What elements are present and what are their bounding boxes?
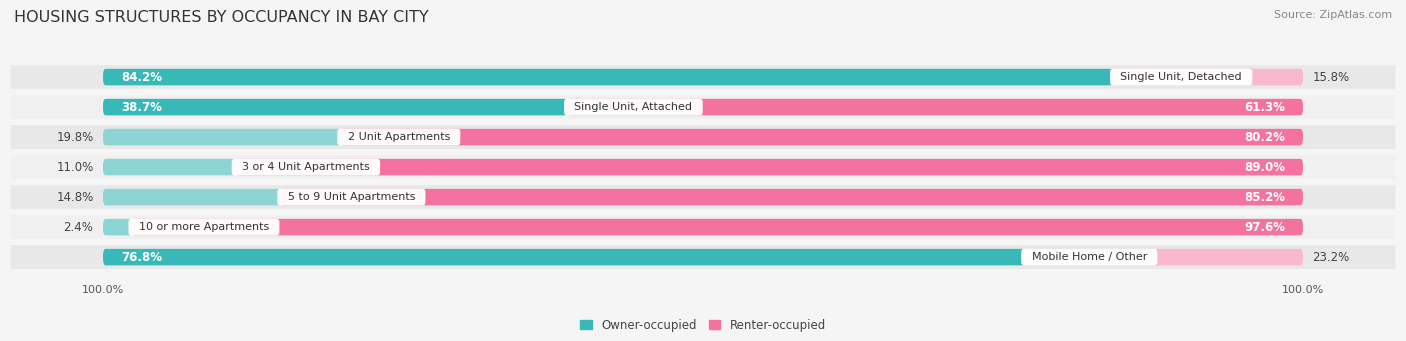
FancyBboxPatch shape	[1025, 249, 1303, 265]
Text: 2 Unit Apartments: 2 Unit Apartments	[340, 132, 457, 142]
Text: 19.8%: 19.8%	[56, 131, 93, 144]
Text: 80.2%: 80.2%	[1244, 131, 1285, 144]
Text: 84.2%: 84.2%	[121, 71, 162, 84]
FancyBboxPatch shape	[103, 69, 1114, 85]
FancyBboxPatch shape	[568, 99, 1303, 115]
FancyBboxPatch shape	[11, 65, 1395, 89]
Text: Single Unit, Detached: Single Unit, Detached	[1114, 72, 1249, 82]
FancyBboxPatch shape	[103, 159, 235, 175]
Text: 23.2%: 23.2%	[1313, 251, 1350, 264]
FancyBboxPatch shape	[132, 219, 1303, 235]
Text: 10 or more Apartments: 10 or more Apartments	[132, 222, 276, 232]
FancyBboxPatch shape	[11, 95, 1395, 119]
FancyBboxPatch shape	[1114, 69, 1303, 85]
Text: HOUSING STRUCTURES BY OCCUPANCY IN BAY CITY: HOUSING STRUCTURES BY OCCUPANCY IN BAY C…	[14, 10, 429, 25]
Text: 85.2%: 85.2%	[1244, 191, 1285, 204]
FancyBboxPatch shape	[11, 155, 1395, 179]
FancyBboxPatch shape	[11, 185, 1395, 209]
Text: 76.8%: 76.8%	[121, 251, 162, 264]
Text: 2.4%: 2.4%	[63, 221, 93, 234]
Text: 15.8%: 15.8%	[1313, 71, 1350, 84]
FancyBboxPatch shape	[11, 245, 1395, 269]
Legend: Owner-occupied, Renter-occupied: Owner-occupied, Renter-occupied	[575, 314, 831, 337]
Text: 11.0%: 11.0%	[56, 161, 93, 174]
FancyBboxPatch shape	[281, 189, 1303, 205]
Text: 5 to 9 Unit Apartments: 5 to 9 Unit Apartments	[281, 192, 422, 202]
FancyBboxPatch shape	[235, 159, 1303, 175]
Text: 38.7%: 38.7%	[121, 101, 162, 114]
Text: Source: ZipAtlas.com: Source: ZipAtlas.com	[1274, 10, 1392, 20]
FancyBboxPatch shape	[103, 219, 132, 235]
FancyBboxPatch shape	[103, 99, 568, 115]
Text: 61.3%: 61.3%	[1244, 101, 1285, 114]
FancyBboxPatch shape	[11, 125, 1395, 149]
FancyBboxPatch shape	[11, 215, 1395, 239]
FancyBboxPatch shape	[340, 129, 1303, 145]
FancyBboxPatch shape	[103, 249, 1025, 265]
FancyBboxPatch shape	[103, 129, 340, 145]
Text: 89.0%: 89.0%	[1244, 161, 1285, 174]
Text: 97.6%: 97.6%	[1244, 221, 1285, 234]
Text: 14.8%: 14.8%	[56, 191, 93, 204]
Text: Mobile Home / Other: Mobile Home / Other	[1025, 252, 1154, 262]
Text: Single Unit, Attached: Single Unit, Attached	[568, 102, 699, 112]
FancyBboxPatch shape	[103, 189, 281, 205]
Text: 3 or 4 Unit Apartments: 3 or 4 Unit Apartments	[235, 162, 377, 172]
